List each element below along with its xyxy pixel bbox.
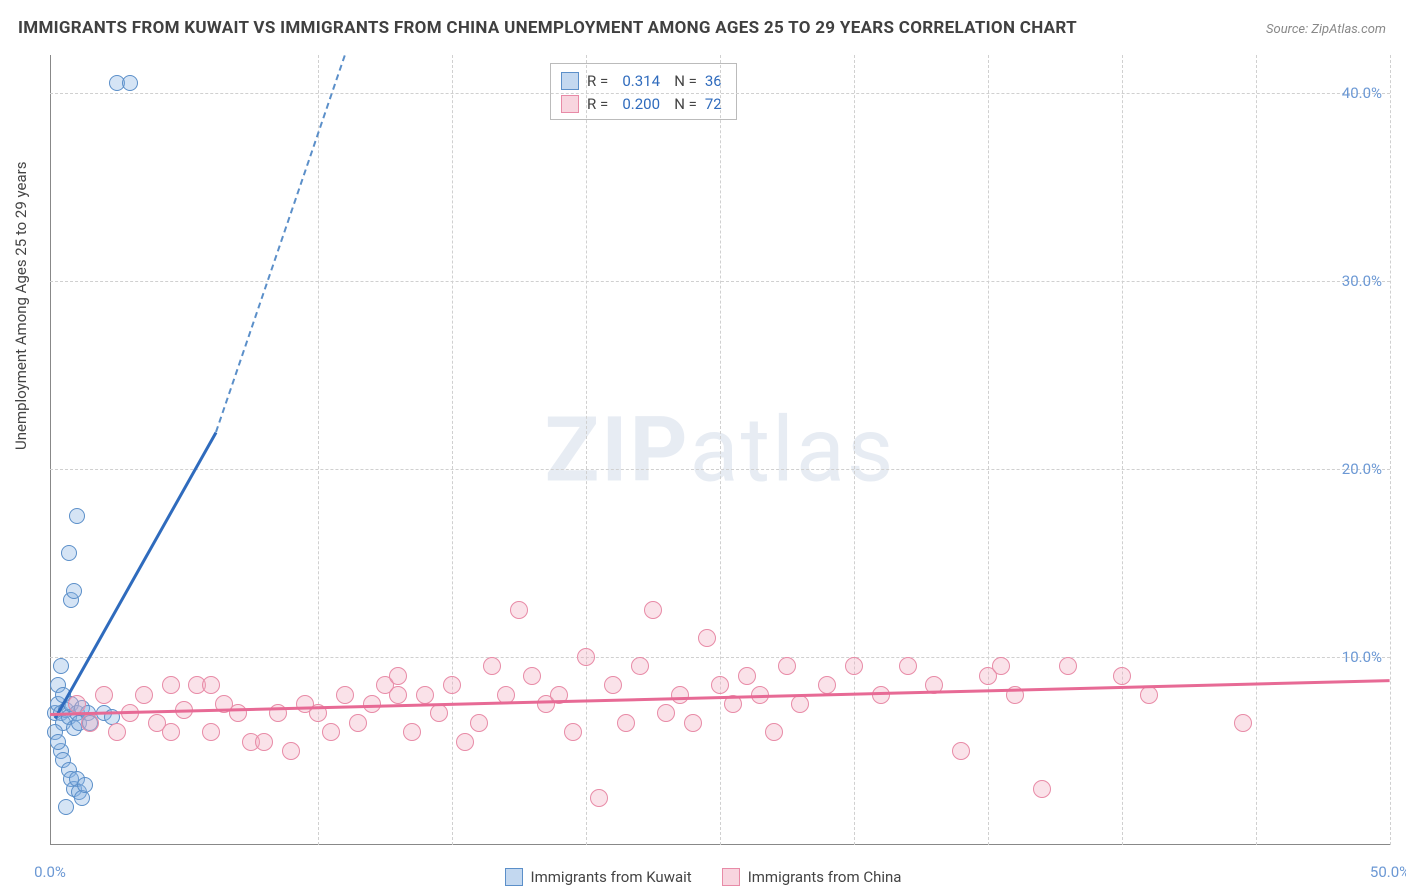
data-point-pink bbox=[604, 676, 622, 694]
r-value: 0.314 bbox=[616, 70, 666, 93]
data-point-blue bbox=[58, 799, 74, 815]
legend-label: Immigrants from China bbox=[748, 868, 902, 886]
data-point-pink bbox=[443, 676, 461, 694]
data-point-pink bbox=[738, 667, 756, 685]
data-point-pink bbox=[845, 657, 863, 675]
y-tick-label: 10.0% bbox=[1342, 648, 1382, 666]
data-point-pink bbox=[389, 686, 407, 704]
y-tick-label: 40.0% bbox=[1342, 84, 1382, 102]
data-point-pink bbox=[202, 676, 220, 694]
data-point-pink bbox=[162, 723, 180, 741]
gridline-v bbox=[720, 55, 721, 845]
data-point-pink bbox=[791, 695, 809, 713]
data-point-pink bbox=[336, 686, 354, 704]
data-point-pink bbox=[1234, 714, 1252, 732]
legend-item: Immigrants from Kuwait bbox=[505, 868, 692, 886]
data-point-pink bbox=[470, 714, 488, 732]
gridline-v bbox=[988, 55, 989, 845]
source-label: Source: ZipAtlas.com bbox=[1266, 22, 1386, 37]
gridline-v bbox=[586, 55, 587, 845]
data-point-pink bbox=[322, 723, 340, 741]
data-point-blue bbox=[66, 583, 82, 599]
plot-area: ZIPatlas R =0.314N =36R =0.200N =72 10.0… bbox=[50, 55, 1390, 845]
data-point-pink bbox=[778, 657, 796, 675]
data-point-pink bbox=[992, 657, 1010, 675]
gridline-v bbox=[452, 55, 453, 845]
data-point-pink bbox=[108, 723, 126, 741]
data-point-pink bbox=[95, 686, 113, 704]
gridline-v bbox=[318, 55, 319, 845]
legend-swatch bbox=[722, 868, 740, 886]
data-point-pink bbox=[135, 686, 153, 704]
watermark-bold: ZIP bbox=[545, 398, 690, 503]
data-point-pink bbox=[483, 657, 501, 675]
r-label: R = bbox=[587, 70, 608, 93]
data-point-pink bbox=[617, 714, 635, 732]
data-point-pink bbox=[899, 657, 917, 675]
data-point-blue bbox=[61, 545, 77, 561]
data-point-pink bbox=[684, 714, 702, 732]
data-point-pink bbox=[430, 704, 448, 722]
r-value: 0.200 bbox=[616, 93, 666, 116]
data-point-pink bbox=[282, 742, 300, 760]
data-point-pink bbox=[202, 723, 220, 741]
data-point-pink bbox=[456, 733, 474, 751]
data-point-pink bbox=[698, 629, 716, 647]
data-point-pink bbox=[1140, 686, 1158, 704]
chart-title: IMMIGRANTS FROM KUWAIT VS IMMIGRANTS FRO… bbox=[18, 18, 1077, 38]
gridline-v bbox=[854, 55, 855, 845]
data-point-pink bbox=[389, 667, 407, 685]
legend-swatch bbox=[561, 72, 579, 90]
gridline-v bbox=[1256, 55, 1257, 845]
data-point-blue bbox=[50, 734, 66, 750]
data-point-pink bbox=[255, 733, 273, 751]
data-point-pink bbox=[564, 723, 582, 741]
y-tick-label: 30.0% bbox=[1342, 272, 1382, 290]
data-point-blue bbox=[122, 75, 138, 91]
legend-swatch bbox=[505, 868, 523, 886]
y-axis-label: Unemployment Among Ages 25 to 29 years bbox=[12, 162, 30, 450]
data-point-pink bbox=[818, 676, 836, 694]
data-point-pink bbox=[765, 723, 783, 741]
data-point-pink bbox=[711, 676, 729, 694]
legend-label: Immigrants from Kuwait bbox=[531, 868, 692, 886]
bottom-legend: Immigrants from Kuwait Immigrants from Ch… bbox=[0, 868, 1406, 886]
data-point-blue bbox=[69, 508, 85, 524]
legend-item: Immigrants from China bbox=[722, 868, 902, 886]
n-label: N = bbox=[674, 70, 697, 93]
data-point-pink bbox=[523, 667, 541, 685]
data-point-pink bbox=[349, 714, 367, 732]
gridline-v bbox=[1122, 55, 1123, 845]
y-tick-label: 20.0% bbox=[1342, 460, 1382, 478]
data-point-pink bbox=[952, 742, 970, 760]
data-point-pink bbox=[671, 686, 689, 704]
data-point-pink bbox=[577, 648, 595, 666]
data-point-pink bbox=[1033, 780, 1051, 798]
data-point-pink bbox=[416, 686, 434, 704]
data-point-blue bbox=[53, 658, 69, 674]
data-point-pink bbox=[631, 657, 649, 675]
data-point-pink bbox=[81, 714, 99, 732]
trend-line bbox=[215, 56, 346, 433]
data-point-pink bbox=[590, 789, 608, 807]
data-point-pink bbox=[1059, 657, 1077, 675]
data-point-pink bbox=[403, 723, 421, 741]
data-point-pink bbox=[229, 704, 247, 722]
data-point-blue bbox=[77, 777, 93, 793]
data-point-pink bbox=[644, 601, 662, 619]
data-point-pink bbox=[657, 704, 675, 722]
data-point-pink bbox=[1113, 667, 1131, 685]
gridline-v bbox=[1390, 55, 1391, 845]
data-point-pink bbox=[510, 601, 528, 619]
n-label: N = bbox=[674, 93, 697, 116]
data-point-pink bbox=[68, 695, 86, 713]
legend-swatch bbox=[561, 95, 579, 113]
data-point-pink bbox=[162, 676, 180, 694]
correlation-stat-box: R =0.314N =36R =0.200N =72 bbox=[550, 63, 737, 120]
r-label: R = bbox=[587, 93, 608, 116]
